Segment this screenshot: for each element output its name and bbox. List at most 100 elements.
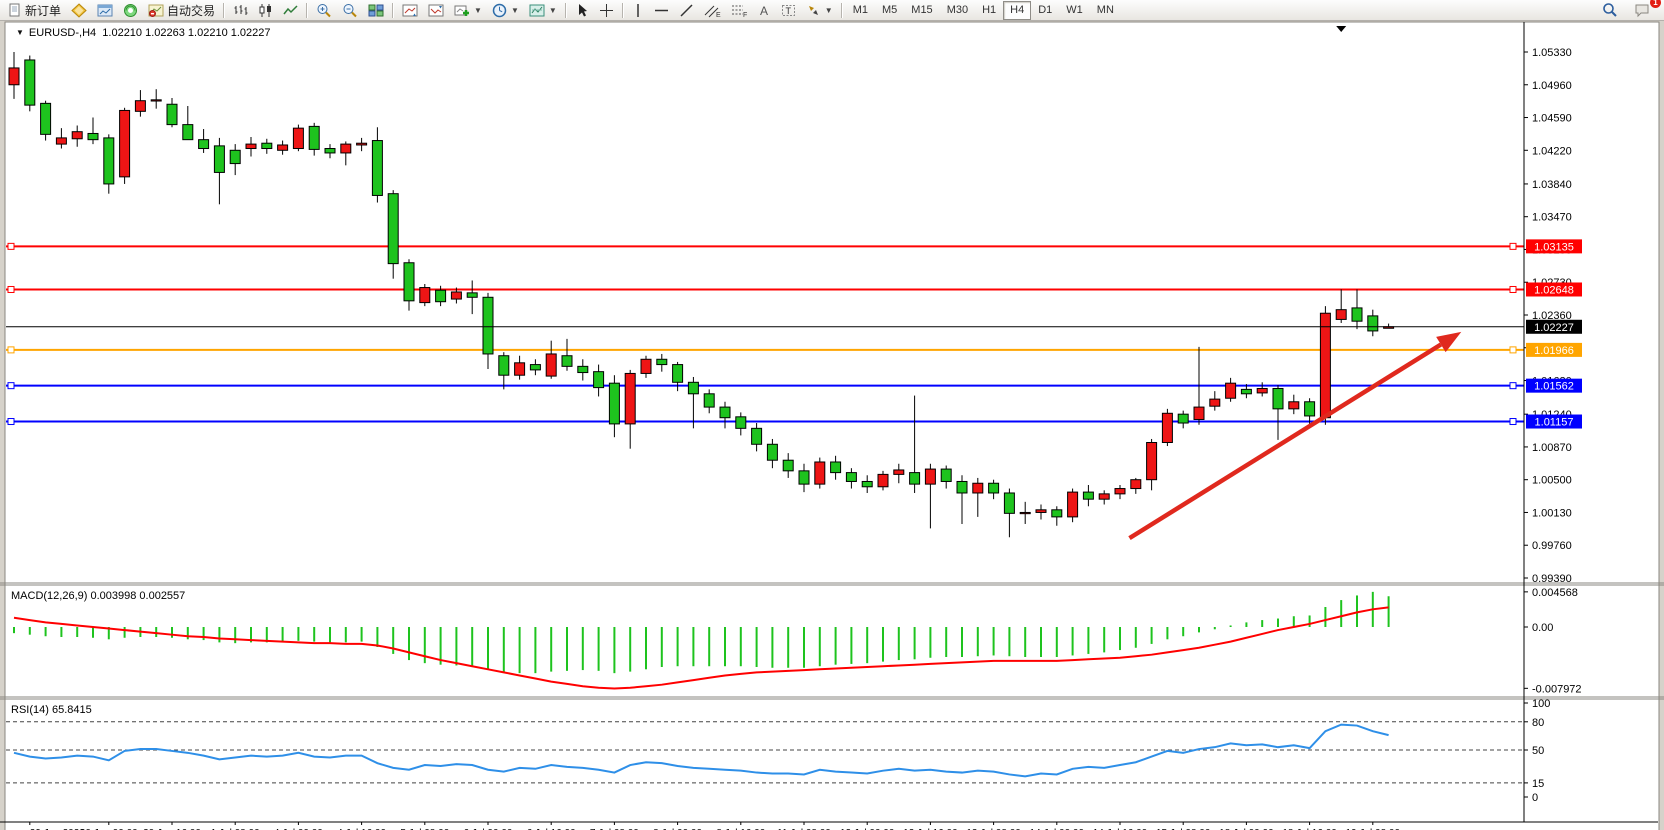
hline-handle[interactable] [1509, 418, 1517, 426]
chart-bars-button[interactable] [228, 0, 253, 21]
hline-handle[interactable] [1509, 285, 1517, 293]
timeframe-m30-button[interactable]: M30 [946, 3, 969, 16]
hline-handle[interactable] [1509, 346, 1517, 354]
candle-bullish [1114, 488, 1126, 495]
candle-bullish [356, 142, 368, 146]
hline-handle[interactable] [7, 242, 15, 250]
horizontal-lines[interactable] [6, 242, 1524, 426]
svg-text:12 Jul 00:00: 12 Jul 00:00 [840, 828, 895, 830]
hline-handle[interactable] [7, 418, 15, 426]
autotrading-icon [148, 4, 164, 17]
svg-text:1.05330: 1.05330 [1532, 47, 1572, 59]
candles [8, 52, 1395, 538]
timeframe-d1-button[interactable]: D1 [1038, 3, 1053, 16]
hline-handle[interactable] [7, 346, 15, 354]
timeframe-h1-button[interactable]: H1 [982, 3, 997, 16]
candle-bearish [529, 364, 541, 371]
chart-candlesticks-button[interactable] [253, 0, 278, 21]
cursor-button[interactable] [570, 0, 594, 21]
periods-menu-button[interactable]: ▼ [487, 0, 524, 21]
candle-bearish [198, 139, 210, 150]
rsi-panel [6, 721, 1524, 784]
vertical-line-button[interactable] [627, 0, 649, 21]
symbol-dropdown-icon[interactable]: ▼ [16, 28, 24, 37]
candle-bearish [103, 137, 115, 185]
hline-handle[interactable] [7, 285, 15, 293]
mql5-community-button[interactable] [66, 0, 92, 21]
svg-text:30 Jun 00:00: 30 Jun 00:00 [80, 828, 138, 830]
candle-bearish [482, 296, 494, 355]
candle-bearish [371, 140, 383, 196]
toolbar-separator [223, 2, 226, 18]
toolbar-separator [392, 2, 395, 18]
candle-bearish [988, 482, 1000, 494]
trend-arrow[interactable] [1128, 331, 1462, 541]
arrows-button[interactable]: ▼ [801, 0, 838, 21]
timeframe-mn-button[interactable]: MN [1096, 3, 1114, 16]
timeframe-m5-button[interactable]: M5 [882, 3, 898, 16]
text-button[interactable]: A [753, 0, 776, 21]
timeframe-m15-button[interactable]: M15 [911, 3, 933, 16]
tile-windows-button[interactable] [363, 0, 389, 21]
toolbar-separator [564, 2, 567, 18]
text-label-button[interactable]: T [776, 0, 801, 21]
templates-menu-button[interactable]: ▼ [524, 0, 562, 21]
svg-text:1.02227: 1.02227 [1534, 322, 1574, 334]
svg-text:1.01157: 1.01157 [1535, 417, 1574, 429]
bar-chart-icon [234, 4, 248, 15]
svg-text:1.04960: 1.04960 [1532, 80, 1572, 92]
candle-bullish [277, 144, 289, 151]
chart-title: ▼ EURUSD-,H4 1.02210 1.02263 1.02210 1.02… [16, 27, 271, 39]
signals-button[interactable] [118, 0, 143, 21]
indicator-window-down-button[interactable] [423, 0, 449, 21]
trendline-button[interactable] [674, 0, 699, 21]
candle-bearish [845, 472, 857, 482]
timeframe-h4-button[interactable]: H4 [1003, 0, 1032, 20]
text-label-icon: T [781, 4, 795, 16]
svg-text:1 Jul 08:00: 1 Jul 08:00 [211, 828, 260, 830]
hline-handle[interactable] [1509, 242, 1517, 250]
new-order-button[interactable]: 新订单 [3, 0, 66, 21]
candle-bullish [893, 469, 905, 475]
hline-handle[interactable] [7, 382, 15, 390]
chart-canvas[interactable]: 1.05330 1.04960 1.04590 1.04220 1.03840 1.034… [0, 21, 1664, 830]
hline-handle[interactable] [1509, 382, 1517, 390]
candle-bullish [419, 287, 431, 304]
crosshair-button[interactable] [594, 0, 619, 21]
candle-bullish [450, 291, 462, 300]
svg-text:T: T [785, 6, 791, 16]
candle-bullish [545, 353, 557, 377]
timeframe-m1-button[interactable]: M1 [852, 3, 868, 16]
price-label-boxes: 1.03135 1.02648 1.02227 1.01966 1.01562 1.011… [1526, 239, 1582, 429]
zoom-out-button[interactable] [337, 0, 363, 21]
candle-bullish [119, 109, 131, 178]
candle-bearish [861, 480, 873, 488]
horizontal-line-button[interactable] [649, 0, 674, 21]
chart-line-button[interactable] [278, 0, 303, 21]
add-indicator-button[interactable]: ▼ [449, 0, 487, 21]
svg-text:30 Jun 16:00: 30 Jun 16:00 [143, 828, 201, 830]
svg-text:0: 0 [1532, 792, 1538, 804]
market-watch-window-button[interactable] [92, 0, 118, 21]
candle-bullish [1161, 412, 1173, 444]
chart-shift-marker[interactable] [1336, 26, 1347, 32]
chevron-down-icon: ▼ [548, 5, 557, 15]
fibonacci-button[interactable]: F [726, 0, 753, 21]
svg-text:0.99760: 0.99760 [1532, 540, 1572, 552]
svg-text:0.99390: 0.99390 [1532, 573, 1572, 585]
candle-bullish [1067, 491, 1079, 518]
rsi-line [13, 723, 1389, 778]
panel-arrow-up-icon [402, 4, 418, 16]
candle-bearish [672, 364, 684, 383]
search-button[interactable] [1597, 0, 1623, 21]
indicator-window-up-button[interactable] [397, 0, 423, 21]
svg-text:29 Jun 2022: 29 Jun 2022 [30, 828, 85, 830]
equidistant-channel-button[interactable]: E [699, 0, 726, 21]
timeframe-w1-button[interactable]: W1 [1066, 3, 1083, 16]
notifications-button[interactable]: 1 [1629, 0, 1661, 21]
zoom-in-button[interactable] [311, 0, 337, 21]
svg-text:1.02648: 1.02648 [1534, 284, 1574, 296]
autotrading-button[interactable]: 自动交易 [143, 0, 220, 21]
candle-bearish [719, 406, 731, 419]
svg-text:E: E [716, 12, 721, 18]
